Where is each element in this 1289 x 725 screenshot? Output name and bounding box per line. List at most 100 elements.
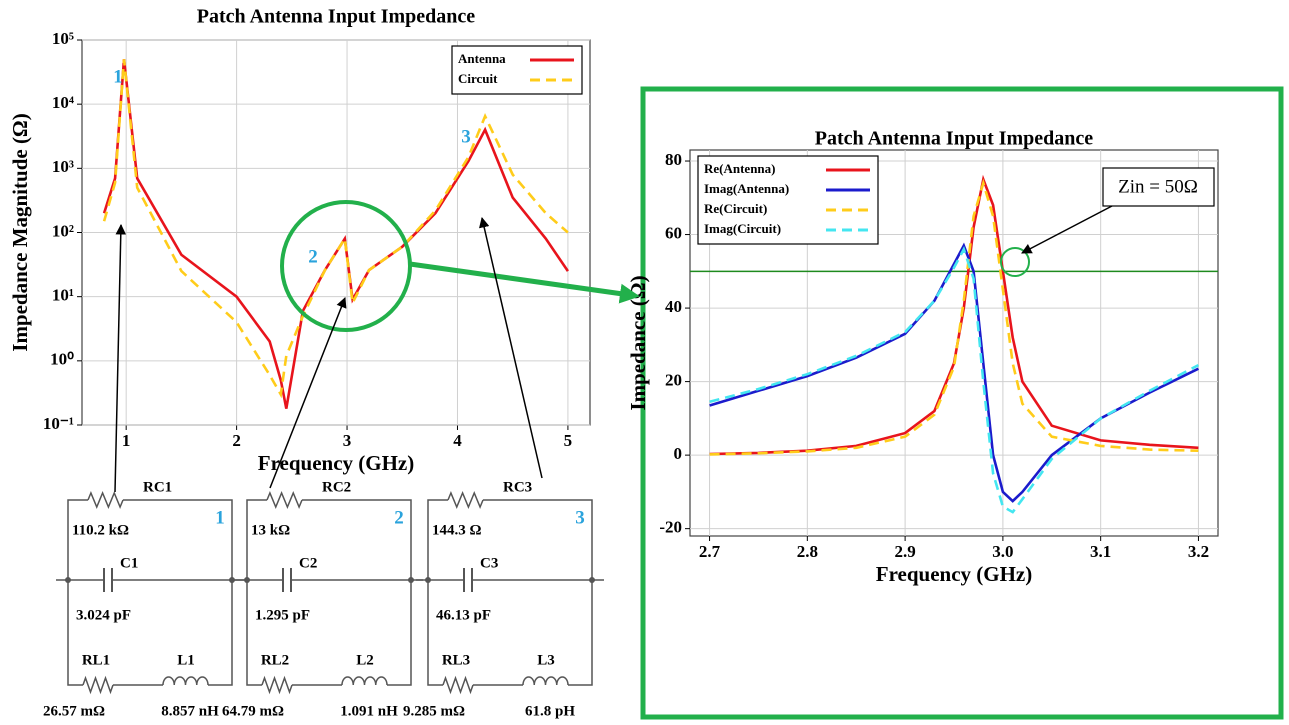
circuit-label: RC1: [143, 479, 172, 495]
chart-title: Patch Antenna Input Impedance: [197, 6, 476, 28]
inductor: [162, 676, 209, 686]
resistor: [447, 491, 484, 509]
junction: [65, 577, 71, 583]
legend-label: Antenna: [458, 51, 506, 66]
pointer-arrow: [479, 216, 543, 479]
x-tick-label: 4: [453, 431, 462, 450]
pointer-arrow: [269, 297, 347, 489]
capacitor: [282, 568, 292, 592]
circuit-value: 110.2 kΩ: [72, 522, 129, 538]
annotation-arrow: [1021, 205, 1113, 254]
x-tick-label: 3.2: [1188, 542, 1209, 561]
x-tick-label: 2: [232, 431, 241, 450]
x-tick-label: 2.7: [699, 542, 721, 561]
circuit: RC2 13 kΩ 2 C2 1.295 pF RL2 L2 64.79 mΩ 1.091 nH: [222, 479, 423, 719]
circuit-value: 26.57 mΩ: [43, 703, 105, 719]
series-line: [709, 246, 1200, 514]
junction: [244, 577, 250, 583]
circuit-label: C1: [120, 555, 138, 571]
circuit-label: RC2: [322, 479, 351, 495]
y-tick-label: 10²: [52, 221, 74, 240]
resistor: [442, 675, 474, 695]
y-tick-label: 80: [665, 150, 682, 169]
series-line: [102, 59, 569, 399]
circuit-number: 1: [215, 507, 225, 528]
circuit-label: L2: [356, 652, 374, 668]
circuit-label: RL3: [442, 652, 470, 668]
y-tick-label: 0: [674, 444, 683, 463]
circuit-number: 2: [394, 507, 404, 528]
zoom-arrow: [409, 261, 640, 304]
circuit-value: 144.3 Ω: [432, 522, 482, 538]
resistor: [266, 491, 303, 509]
y-tick-label: 10⁰: [50, 350, 74, 369]
y-tick-label: -20: [659, 518, 682, 537]
junction: [408, 577, 414, 583]
inductor: [341, 676, 388, 686]
y-tick-label: 60: [665, 223, 682, 242]
x-tick-label: 2.8: [797, 542, 818, 561]
x-tick-label: 3: [343, 431, 352, 450]
resistor: [82, 675, 114, 695]
circuit: RC3 144.3 Ω 3 C3 46.13 pF RL3 L3 9.285 mΩ 61.8 p…: [403, 479, 604, 719]
y-tick-label: 10⁴: [52, 93, 74, 112]
y-tick-label: 20: [665, 371, 682, 390]
circuit-label: RL2: [261, 652, 289, 668]
circuit-label: C2: [299, 555, 317, 571]
wire: [235, 499, 423, 686]
y-tick-label: 10³: [52, 157, 74, 176]
x-tick-label: 3.1: [1090, 542, 1111, 561]
junction: [425, 577, 431, 583]
pointer-arrow: [114, 223, 127, 493]
series-line: [709, 242, 1199, 503]
legend-label: Circuit: [458, 71, 498, 86]
y-tick-label: 40: [665, 297, 682, 316]
circuit-value: 64.79 mΩ: [222, 703, 284, 719]
x-axis-label: Frequency (GHz): [258, 451, 415, 475]
circuit-label: L1: [177, 652, 195, 668]
annotation-box: [1102, 167, 1215, 207]
legend-label: Imag(Antenna): [704, 181, 789, 196]
peak-number: 3: [461, 126, 471, 147]
circuit-label: RC3: [503, 479, 532, 495]
circuit-value: 9.285 mΩ: [403, 703, 465, 719]
junction: [229, 577, 235, 583]
junction: [589, 577, 595, 583]
circuit-value: 46.13 pF: [436, 607, 491, 623]
circuit-value: 8.857 nH: [161, 703, 219, 719]
x-axis-label: Frequency (GHz): [876, 562, 1033, 586]
y-tick-label: 10⁻¹: [43, 414, 74, 433]
match-circle: [1000, 247, 1030, 277]
y-tick-label: 10¹: [52, 286, 74, 305]
zoom-frame: [640, 86, 1284, 720]
circuit-label: C3: [480, 555, 498, 571]
inductor: [522, 676, 569, 686]
peak-number: 1: [113, 66, 123, 87]
x-tick-label: 2.9: [894, 542, 915, 561]
annotation: Zin = 50Ω: [1118, 176, 1198, 197]
chart-title: Patch Antenna Input Impedance: [815, 128, 1094, 150]
resistor: [261, 675, 293, 695]
legend-label: Imag(Circuit): [704, 221, 781, 236]
circuit-label: L3: [537, 652, 555, 668]
legend-box: [451, 45, 583, 95]
wire: [416, 499, 604, 686]
circuit-label: RL1: [82, 652, 110, 668]
peak-number: 2: [308, 246, 318, 267]
x-tick-label: 1: [122, 431, 131, 450]
legend-label: Re(Circuit): [704, 201, 767, 216]
circuit-value: 1.295 pF: [255, 607, 310, 623]
circuit-value: 61.8 pH: [525, 703, 575, 719]
circuit-value: 3.024 pF: [76, 607, 131, 623]
circuit-number: 3: [575, 507, 585, 528]
capacitor: [463, 568, 473, 592]
x-tick-label: 5: [564, 431, 573, 450]
x-tick-label: 3.0: [992, 542, 1013, 561]
circuit: RC1 110.2 kΩ 1 C1 3.024 pF RL1 L1 26.57 mΩ 8.857…: [43, 479, 244, 719]
y-tick-label: 10⁵: [52, 29, 74, 48]
legend-label: Re(Antenna): [704, 161, 776, 176]
series-line: [709, 178, 1199, 456]
y-axis-label: Impedance Magnitude (Ω): [8, 113, 32, 351]
capacitor: [103, 568, 113, 592]
